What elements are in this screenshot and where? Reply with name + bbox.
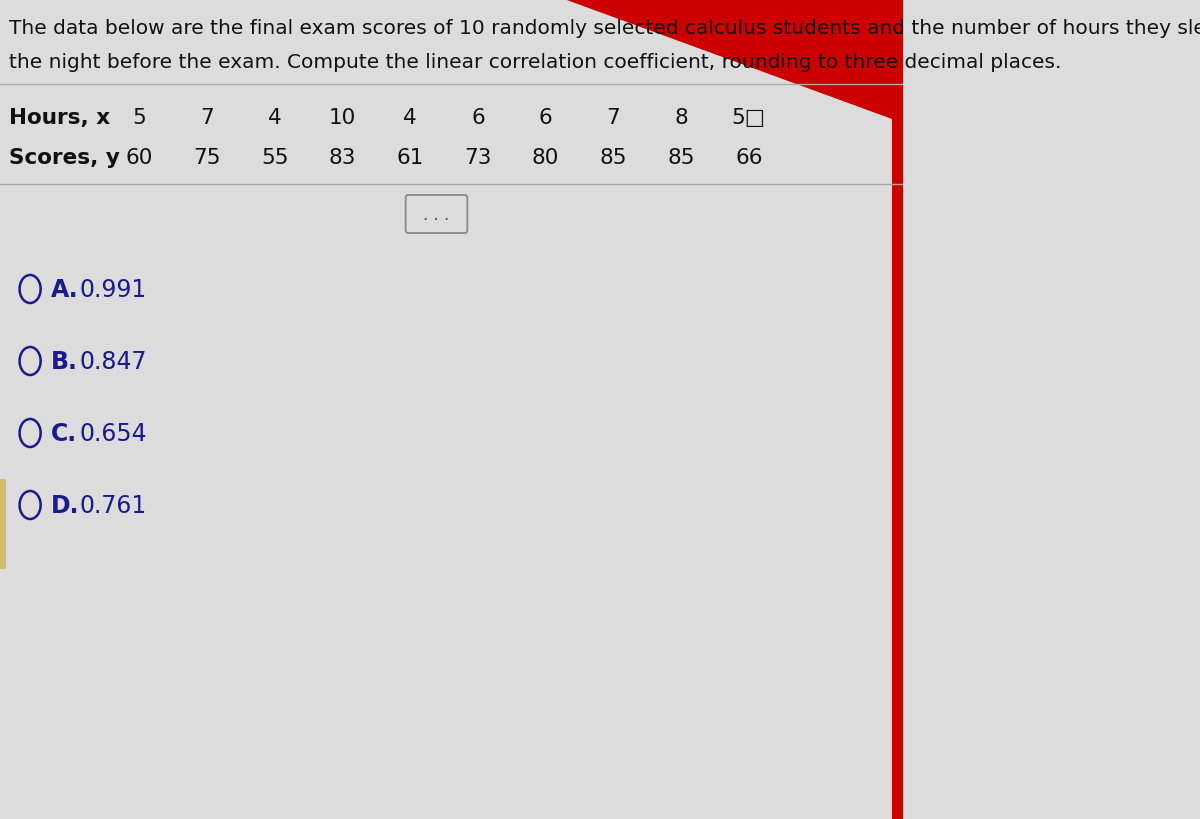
Text: Scores, y: Scores, y xyxy=(10,147,120,168)
Text: 6: 6 xyxy=(539,108,552,128)
Text: 0.654: 0.654 xyxy=(79,422,146,446)
Polygon shape xyxy=(564,0,892,120)
Text: 85: 85 xyxy=(600,147,628,168)
Text: 83: 83 xyxy=(329,147,356,168)
Text: 7: 7 xyxy=(200,108,214,128)
Text: the night before the exam. Compute the linear correlation coefficient, rounding : the night before the exam. Compute the l… xyxy=(10,52,1062,71)
Text: 85: 85 xyxy=(667,147,695,168)
Text: The data below are the final exam scores of 10 randomly selected calculus studen: The data below are the final exam scores… xyxy=(10,19,1200,38)
Text: 8: 8 xyxy=(674,108,688,128)
Text: 66: 66 xyxy=(736,147,762,168)
Text: 0.847: 0.847 xyxy=(79,350,146,373)
Text: 75: 75 xyxy=(193,147,221,168)
Text: 6: 6 xyxy=(472,108,485,128)
Text: A.: A. xyxy=(52,278,79,301)
Text: . . .: . . . xyxy=(424,206,450,224)
Text: 60: 60 xyxy=(126,147,152,168)
Bar xyxy=(0,479,6,569)
Text: 0.761: 0.761 xyxy=(79,493,146,518)
Text: 4: 4 xyxy=(268,108,282,128)
Text: 7: 7 xyxy=(606,108,620,128)
Text: 73: 73 xyxy=(464,147,492,168)
Text: 5: 5 xyxy=(132,108,146,128)
Text: Hours, x: Hours, x xyxy=(10,108,110,128)
Text: 80: 80 xyxy=(532,147,559,168)
FancyBboxPatch shape xyxy=(406,196,467,233)
Text: 61: 61 xyxy=(396,147,424,168)
Text: 5□: 5□ xyxy=(732,108,766,128)
Text: 10: 10 xyxy=(329,108,356,128)
Bar xyxy=(892,0,904,819)
Text: 4: 4 xyxy=(403,108,418,128)
Text: 0.991: 0.991 xyxy=(79,278,146,301)
Text: C.: C. xyxy=(52,422,77,446)
Polygon shape xyxy=(602,0,892,130)
Text: D.: D. xyxy=(52,493,79,518)
Text: 55: 55 xyxy=(260,147,288,168)
Text: B.: B. xyxy=(52,350,78,373)
